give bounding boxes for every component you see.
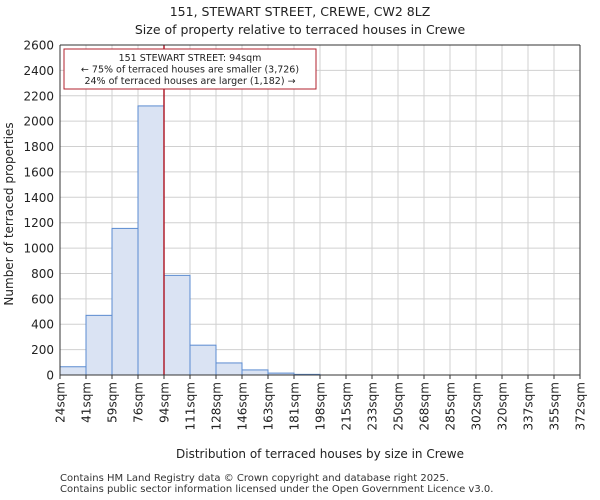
footer-line-2: Contains public sector information licen…	[60, 484, 494, 495]
annotation-line-3: 24% of terraced houses are larger (1,182…	[84, 76, 295, 87]
y-tick-label: 2200	[23, 89, 54, 103]
annotation-border	[63, 48, 317, 90]
x-tick-label-111sqm: 111sqm	[184, 382, 198, 430]
bar-24sqm	[59, 366, 87, 376]
x-tick-label-94sqm: 94sqm	[158, 382, 172, 423]
bar-94sqm	[163, 274, 191, 376]
annotation-box: 151 STEWART STREET: 94sqm← 75% of terrac…	[63, 48, 317, 90]
y-tick-label: 600	[31, 292, 54, 306]
x-tick-label-128sqm: 128sqm	[210, 382, 224, 430]
y-tick-label: 1200	[23, 216, 54, 230]
x-tick-label-302sqm: 302sqm	[470, 382, 484, 430]
y-tick-label: 2000	[23, 115, 54, 129]
x-tick-label-320sqm: 320sqm	[496, 382, 510, 430]
x-tick-label-372sqm: 372sqm	[574, 382, 588, 430]
y-tick-label: 1000	[23, 242, 54, 256]
x-tick-label-76sqm: 76sqm	[132, 382, 146, 423]
x-tick-label-337sqm: 337sqm	[522, 382, 536, 430]
x-tick-label-146sqm: 146sqm	[236, 382, 250, 430]
y-tick-label: 200	[31, 343, 54, 357]
x-tick-label-181sqm: 181sqm	[288, 382, 302, 430]
bar-111sqm	[189, 344, 217, 376]
y-tick-label: 400	[31, 318, 54, 332]
x-tick-label-250sqm: 250sqm	[392, 382, 406, 430]
annotation-line-1: 151 STEWART STREET: 94sqm	[119, 53, 262, 64]
y-tick-label: 0	[46, 369, 54, 383]
bar-59sqm	[111, 227, 139, 376]
x-tick-label-285sqm: 285sqm	[444, 382, 458, 430]
x-tick-label-215sqm: 215sqm	[340, 382, 354, 430]
y-tick-label: 1400	[23, 191, 54, 205]
x-tick-label-198sqm: 198sqm	[314, 382, 328, 430]
x-tick-label-41sqm: 41sqm	[80, 382, 94, 423]
x-tick-label-355sqm: 355sqm	[548, 382, 562, 430]
x-tick-label-163sqm: 163sqm	[262, 382, 276, 430]
x-tick-label-268sqm: 268sqm	[418, 382, 432, 430]
y-tick-label: 2400	[23, 64, 54, 78]
x-tick-label-233sqm: 233sqm	[366, 382, 380, 430]
y-axis-label: Number of terraced properties	[2, 122, 16, 305]
x-tick-label-59sqm: 59sqm	[106, 382, 120, 423]
bar-128sqm	[215, 362, 243, 376]
y-tick-labels: 0 200 400 600 800 1000 1200 1400 1600 1800 2000 220…	[23, 39, 54, 383]
y-tick-label: 1600	[23, 165, 54, 179]
bar-41sqm	[85, 314, 113, 376]
y-tick-label: 2600	[23, 39, 54, 53]
x-tick-labels: 24sqm 41sqm 59sqm 76sqm 94sqm 111sqm 128sqm 146…	[54, 375, 588, 430]
y-tick-label: 800	[31, 267, 54, 281]
bar-76sqm	[137, 105, 165, 376]
x-axis-label: Distribution of terraced houses by size …	[176, 447, 464, 461]
x-tick-label-24sqm: 24sqm	[54, 382, 68, 423]
bars	[59, 105, 321, 376]
chart-subtitle: Size of property relative to terraced ho…	[134, 22, 466, 37]
y-tick-label: 1800	[23, 140, 54, 154]
chart-title: 151, STEWART STREET, CREWE, CW2 8LZ	[169, 4, 431, 19]
annotation-line-2: ← 75% of terraced houses are smaller (3,…	[81, 65, 299, 76]
bar-146sqm	[241, 369, 269, 376]
footer-line-1: Contains HM Land Registry data © Crown c…	[60, 473, 449, 484]
